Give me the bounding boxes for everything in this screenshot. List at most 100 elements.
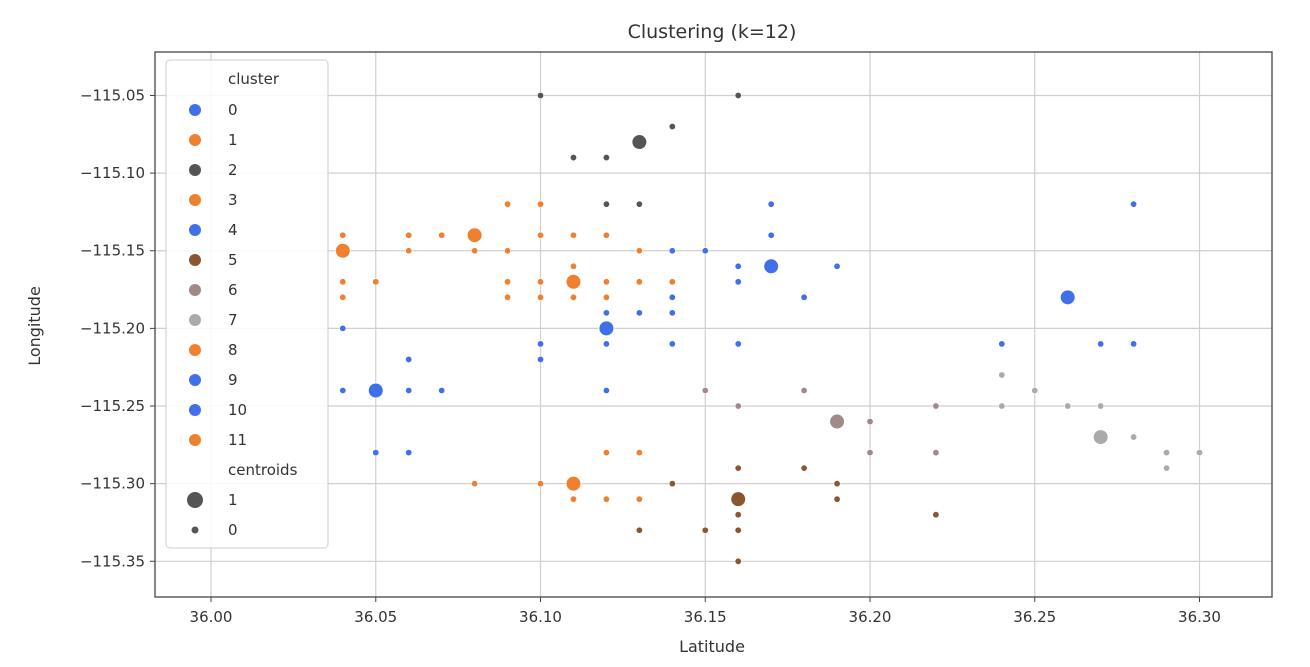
legend-label-centroids-1: 1: [228, 491, 238, 509]
x-tick-label: 36.30: [1178, 608, 1221, 626]
data-point-cluster-10: [537, 355, 545, 363]
data-point-cluster-1: [471, 480, 479, 488]
data-point-cluster-4: [701, 247, 709, 255]
data-point-cluster-11: [668, 278, 676, 286]
data-point-cluster-10: [537, 340, 545, 348]
data-point-cluster-0: [602, 309, 610, 317]
data-point-cluster-6: [866, 449, 874, 457]
legend-marker-cluster-5: [189, 254, 201, 266]
data-point-cluster-11: [602, 278, 610, 286]
data-point-cluster-7: [1196, 449, 1204, 457]
data-point-cluster-4: [833, 262, 841, 270]
data-point-cluster-3: [339, 293, 347, 301]
legend-marker-cluster-10: [189, 404, 201, 416]
legend-label-cluster-6: 6: [228, 281, 238, 299]
data-point-cluster-1: [602, 449, 610, 457]
legend-marker-cluster-3: [189, 194, 201, 206]
data-point-cluster-10: [339, 386, 347, 394]
data-point-cluster-11: [635, 278, 643, 286]
legend-label-cluster-3: 3: [228, 191, 238, 209]
data-point-cluster-10: [438, 386, 446, 394]
data-point-cluster-9: [1097, 340, 1105, 348]
y-tick-label: −115.25: [80, 397, 145, 415]
y-tick-label: −115.10: [80, 164, 145, 182]
data-point-cluster-2: [602, 154, 610, 162]
data-point-cluster-5: [635, 526, 643, 534]
data-point-cluster-11: [569, 262, 577, 270]
data-point-cluster-8: [504, 247, 512, 255]
data-point-cluster-8: [602, 231, 610, 239]
x-tick-label: 36.20: [849, 608, 892, 626]
legend-box: [165, 59, 329, 549]
data-point-cluster-8: [471, 247, 479, 255]
data-point-cluster-9: [1130, 340, 1138, 348]
centroid-cluster-7: [1092, 429, 1109, 446]
data-point-cluster-8: [537, 200, 545, 208]
data-point-cluster-4: [767, 200, 775, 208]
data-point-cluster-5: [668, 480, 676, 488]
data-point-cluster-10: [339, 324, 347, 332]
data-point-cluster-5: [833, 480, 841, 488]
legend-label-cluster-7: 7: [228, 311, 238, 329]
data-point-cluster-6: [932, 402, 940, 410]
legend-marker-cluster-7: [189, 314, 201, 326]
data-point-cluster-5: [932, 511, 940, 519]
plot-frame: [154, 51, 1273, 598]
legend-centroids-title: centroids: [228, 461, 298, 479]
centroid-cluster-1: [565, 475, 582, 492]
legend-marker-cluster-4: [189, 224, 201, 236]
legend-label-cluster-1: 1: [228, 131, 238, 149]
data-point-cluster-7: [1163, 449, 1171, 457]
data-point-cluster-6: [800, 386, 808, 394]
legend-marker-cluster-6: [189, 284, 201, 296]
centroid-cluster-0: [598, 320, 615, 337]
data-point-cluster-11: [569, 293, 577, 301]
data-point-cluster-7: [1130, 433, 1138, 441]
data-point-cluster-7: [998, 402, 1006, 410]
data-point-cluster-0: [734, 278, 742, 286]
data-point-cluster-6: [734, 402, 742, 410]
data-point-cluster-11: [504, 293, 512, 301]
centroid-cluster-5: [730, 491, 747, 508]
x-axis-label: Latitude: [679, 637, 745, 656]
data-point-cluster-3: [405, 231, 413, 239]
data-point-cluster-0: [668, 309, 676, 317]
data-point-cluster-2: [734, 91, 742, 99]
centroid-cluster-4: [763, 258, 780, 275]
legend-marker-centroids-0: [191, 526, 199, 534]
x-ticks: 36.00 36.05 36.10 36.15 36.20 36.25 36.30: [190, 597, 1221, 626]
data-point-cluster-5: [734, 464, 742, 472]
data-point-cluster-11: [537, 293, 545, 301]
centroid-cluster-11: [565, 273, 582, 290]
data-point-cluster-4: [800, 293, 808, 301]
centroid-cluster-10: [367, 382, 384, 399]
data-point-cluster-6: [932, 449, 940, 457]
legend-label-cluster-5: 5: [228, 251, 238, 269]
legend-label-centroids-0: 0: [228, 521, 238, 539]
data-point-cluster-2: [668, 123, 676, 131]
legend-centroid-entries: 10: [187, 491, 238, 539]
y-ticks: −115.05 −115.10 −115.15 −115.20 −115.25 −115.…: [80, 86, 155, 570]
legend-marker-centroids-1: [187, 492, 203, 508]
data-point-cluster-5: [701, 526, 709, 534]
y-tick-label: −115.30: [80, 475, 145, 493]
legend-marker-cluster-11: [189, 434, 201, 446]
data-point-cluster-5: [734, 511, 742, 519]
data-point-cluster-1: [635, 495, 643, 503]
data-point-cluster-11: [504, 278, 512, 286]
data-point-cluster-10: [405, 355, 413, 363]
data-point-cluster-3: [405, 247, 413, 255]
data-point-cluster-7: [1097, 402, 1105, 410]
legend-label-cluster-8: 8: [228, 341, 238, 359]
centroid-cluster-6: [829, 413, 846, 430]
data-point-cluster-6: [701, 386, 709, 394]
data-point-cluster-0: [602, 386, 610, 394]
data-point-cluster-2: [569, 154, 577, 162]
data-point-cluster-0: [635, 309, 643, 317]
data-point-cluster-10: [372, 449, 380, 457]
data-point-cluster-9: [998, 340, 1006, 348]
x-tick-label: 36.10: [519, 608, 562, 626]
data-point-cluster-3: [372, 278, 380, 286]
data-point-cluster-1: [569, 495, 577, 503]
data-point-cluster-4: [734, 340, 742, 348]
